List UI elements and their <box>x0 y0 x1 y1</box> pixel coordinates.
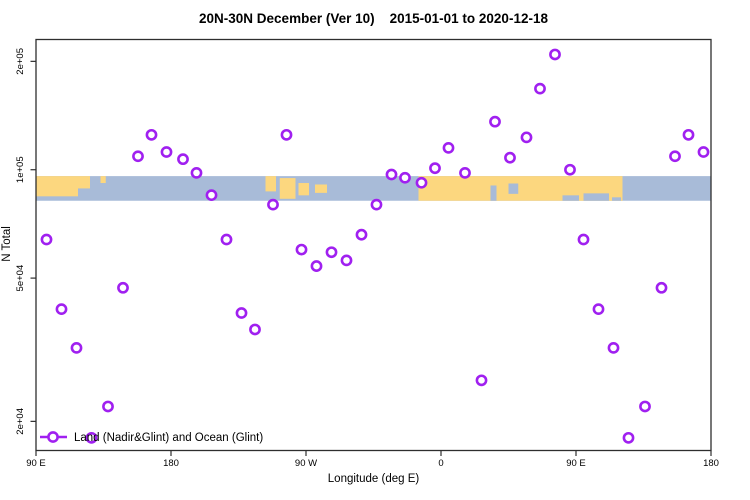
data-point <box>592 303 605 316</box>
data-point <box>220 233 233 246</box>
x-tick-label: 90 W <box>295 458 317 469</box>
y-tick-label: 2e+05 <box>15 48 26 75</box>
data-point <box>475 374 488 387</box>
data-point <box>669 150 681 163</box>
map-band-land-segment <box>265 176 276 192</box>
data-point <box>534 82 546 95</box>
y-tick-label: 1e+05 <box>15 156 26 183</box>
data-point <box>370 198 383 211</box>
map-band-ocean-patch <box>490 185 497 201</box>
x-tick-label: 180 <box>163 458 179 469</box>
map-band-ocean-patch <box>583 193 609 201</box>
data-point <box>325 246 338 259</box>
data-point <box>145 128 158 141</box>
map-band-land-segment <box>298 183 309 196</box>
data-point <box>577 233 590 246</box>
map-band-land-segment <box>100 176 106 184</box>
data-point <box>132 150 144 163</box>
x-tick-label: 90 E <box>26 458 46 469</box>
data-point <box>442 141 455 154</box>
data-point <box>340 254 353 267</box>
legend-label: Land (Nadir&Glint) and Ocean (Glint) <box>74 432 263 444</box>
map-band-land-segment <box>78 176 90 189</box>
data-point <box>40 233 53 246</box>
data-point <box>70 341 83 354</box>
data-point <box>639 400 651 413</box>
data-point <box>310 260 323 272</box>
map-band-ocean-patch <box>508 183 519 194</box>
plot-box <box>35 38 712 452</box>
x-axis-title: Longitude (deg E) <box>327 473 420 485</box>
data-point <box>682 128 695 141</box>
data-point <box>504 151 516 164</box>
data-point <box>160 146 173 158</box>
data-point <box>280 128 293 141</box>
data-point <box>697 146 710 158</box>
legend-marker <box>47 431 59 443</box>
x-tick-label: 0 <box>438 458 443 469</box>
data-point <box>205 189 218 202</box>
data-point <box>85 431 98 444</box>
data-point <box>385 168 398 181</box>
y-tick-label: 2e+04 <box>15 408 26 435</box>
map-band-land-segment <box>36 176 78 197</box>
data-point <box>177 153 189 166</box>
data-point <box>415 176 428 189</box>
x-tick-label: 90 E <box>566 458 586 469</box>
map-band-land-segment <box>315 184 327 193</box>
data-point <box>355 228 368 241</box>
data-point <box>267 198 279 211</box>
data-point <box>564 163 576 176</box>
x-tick-label: 180 <box>703 458 719 469</box>
data-point <box>622 431 635 444</box>
data-point <box>520 131 533 144</box>
data-point <box>607 341 620 354</box>
map-band-ocean-patch <box>562 195 579 201</box>
y-tick-label: 5e+04 <box>15 265 26 292</box>
data-point <box>117 281 129 294</box>
map-band-ocean-patch <box>612 197 621 201</box>
data-point <box>249 323 261 336</box>
chart-title: 20N-30N December (Ver 10) 2015-01-01 to … <box>199 11 548 26</box>
data-point <box>549 48 561 61</box>
map-band-land-segment <box>279 178 296 199</box>
data-point <box>489 115 501 128</box>
data-point <box>102 400 114 413</box>
data-point <box>655 281 668 294</box>
data-point <box>429 162 441 175</box>
data-point <box>55 303 68 316</box>
data-point <box>190 166 203 179</box>
data-point <box>235 307 248 319</box>
data-point <box>295 243 308 256</box>
data-point <box>459 166 471 179</box>
data-point <box>399 171 411 184</box>
